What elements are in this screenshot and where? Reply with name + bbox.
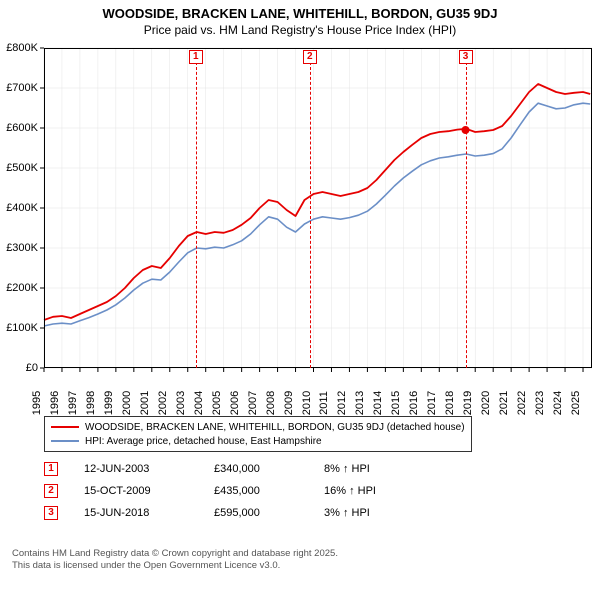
sale-date: 15-OCT-2009	[84, 485, 214, 497]
x-tick-label: 2025	[570, 391, 596, 415]
event-marker-box: 3	[459, 50, 473, 64]
sale-row: 2 15-OCT-2009£435,00016% ↑ HPI	[44, 480, 444, 502]
event-marker-line	[310, 62, 311, 368]
sale-index-box: 2	[44, 484, 58, 498]
chart-container: WOODSIDE, BRACKEN LANE, WHITEHILL, BORDO…	[0, 0, 600, 590]
y-tick-label: £700K	[6, 82, 38, 94]
sale-index-cell: 2	[44, 484, 84, 498]
legend-swatch	[51, 440, 79, 442]
sales-table: 1 12-JUN-2003£340,0008% ↑ HPI 2 15-OCT-2009…	[44, 458, 444, 524]
event-marker-line	[196, 62, 197, 368]
footer-line-2: This data is licensed under the Open Gov…	[12, 560, 338, 572]
legend-item: HPI: Average price, detached house, East…	[51, 434, 465, 448]
y-axis-labels: £0£100K£200K£300K£400K£500K£600K£700K£80…	[0, 48, 38, 368]
y-tick-label: £600K	[6, 122, 38, 134]
sale-pct-vs-hpi: 8% ↑ HPI	[324, 463, 444, 475]
legend-item: WOODSIDE, BRACKEN LANE, WHITEHILL, BORDO…	[51, 420, 465, 434]
footer-attribution: Contains HM Land Registry data © Crown c…	[12, 548, 338, 572]
event-marker-box: 2	[303, 50, 317, 64]
event-marker-box: 1	[189, 50, 203, 64]
sale-price: £435,000	[214, 485, 324, 497]
y-tick-label: £500K	[6, 162, 38, 174]
chart-title-address: WOODSIDE, BRACKEN LANE, WHITEHILL, BORDO…	[0, 0, 600, 21]
sale-index-cell: 3	[44, 506, 84, 520]
chart-plot	[44, 48, 592, 368]
sale-row: 3 15-JUN-2018£595,0003% ↑ HPI	[44, 502, 444, 524]
y-tick-label: £0	[26, 362, 38, 374]
y-tick-label: £100K	[6, 322, 38, 334]
sale-price: £340,000	[214, 463, 324, 475]
sale-price: £595,000	[214, 507, 324, 519]
sale-row: 1 12-JUN-2003£340,0008% ↑ HPI	[44, 458, 444, 480]
x-axis-labels: 1995199619971998199920002001200220032004…	[44, 376, 592, 416]
sale-pct-vs-hpi: 16% ↑ HPI	[324, 485, 444, 497]
sale-pct-vs-hpi: 3% ↑ HPI	[324, 507, 444, 519]
legend-label: WOODSIDE, BRACKEN LANE, WHITEHILL, BORDO…	[85, 422, 465, 433]
sale-index-box: 3	[44, 506, 58, 520]
y-tick-label: £400K	[6, 202, 38, 214]
legend-box: WOODSIDE, BRACKEN LANE, WHITEHILL, BORDO…	[44, 416, 472, 452]
legend-swatch	[51, 426, 79, 428]
y-tick-label: £200K	[6, 282, 38, 294]
sale-index-cell: 1	[44, 462, 84, 476]
sale-date: 15-JUN-2018	[84, 507, 214, 519]
footer-line-1: Contains HM Land Registry data © Crown c…	[12, 548, 338, 560]
sale-index-box: 1	[44, 462, 58, 476]
event-marker-line	[466, 62, 467, 368]
y-tick-label: £300K	[6, 242, 38, 254]
chart-title-sub: Price paid vs. HM Land Registry's House …	[0, 21, 600, 37]
legend-label: HPI: Average price, detached house, East…	[85, 436, 322, 447]
y-tick-label: £800K	[6, 42, 38, 54]
sale-date: 12-JUN-2003	[84, 463, 214, 475]
